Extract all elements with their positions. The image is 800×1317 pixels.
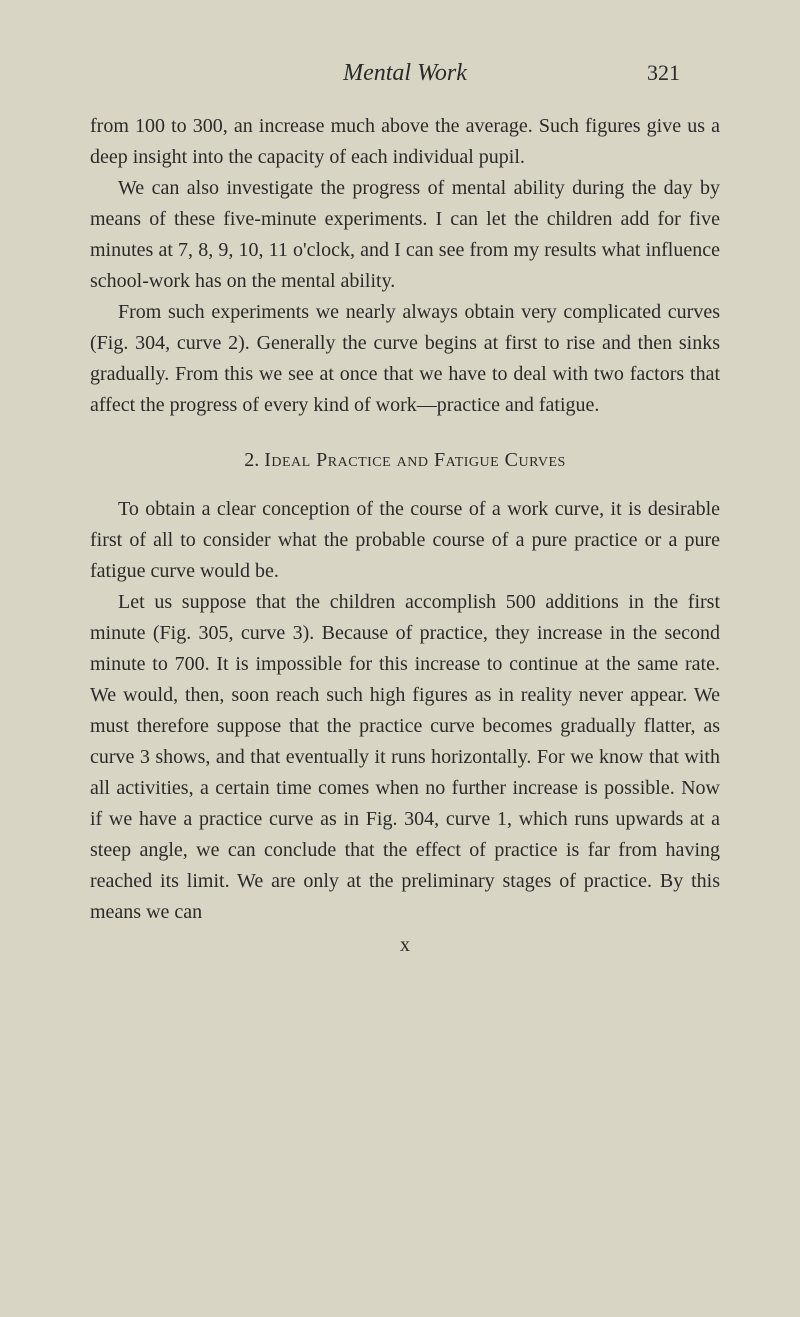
signature-marker: x: [90, 934, 720, 957]
section-title: Ideal Practice and Fatigue Curves: [264, 449, 566, 471]
body-paragraph: from 100 to 300, an increase much above …: [90, 111, 720, 173]
running-title: Mental Work: [180, 60, 630, 87]
body-paragraph: From such experiments we nearly always o…: [90, 297, 720, 421]
section-heading: 2. Ideal Practice and Fatigue Curves: [90, 449, 720, 472]
body-paragraph: We can also investigate the progress of …: [90, 173, 720, 297]
body-paragraph: To obtain a clear conception of the cour…: [90, 494, 720, 587]
page-header: Mental Work 321: [90, 60, 720, 87]
page-number: 321: [630, 60, 680, 86]
section-number: 2.: [244, 449, 259, 471]
body-paragraph: Let us suppose that the children accompl…: [90, 587, 720, 928]
